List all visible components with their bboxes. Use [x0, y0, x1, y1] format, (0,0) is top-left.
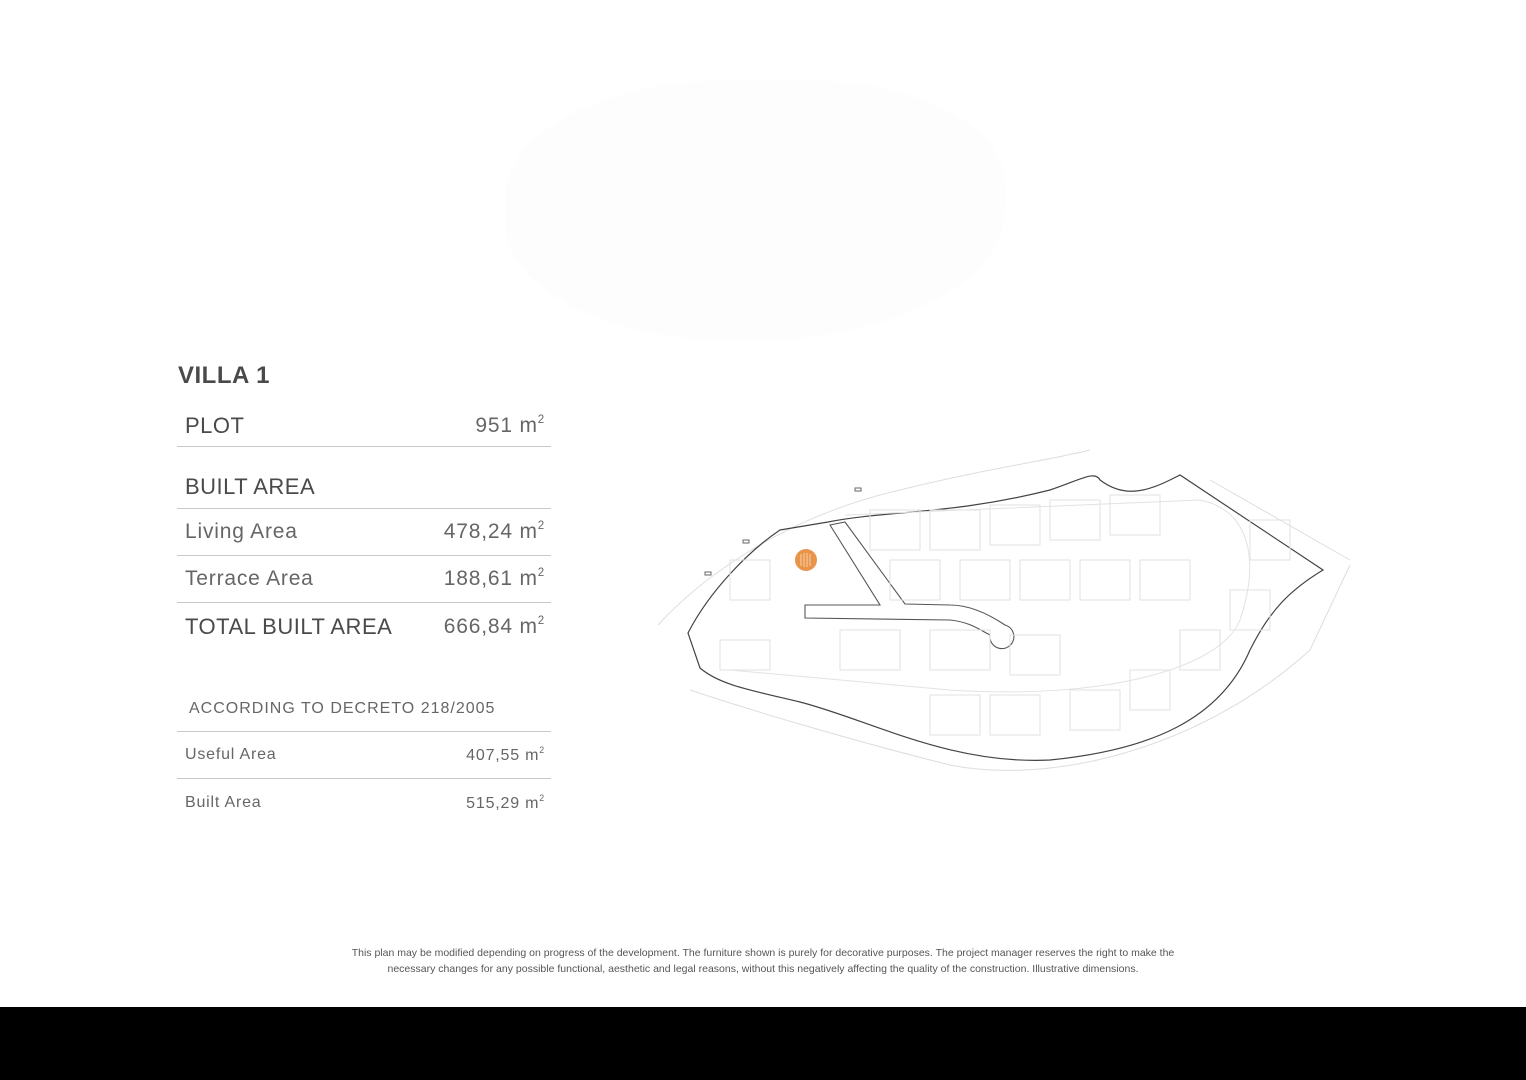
- built-area-heading: BUILT AREA: [185, 474, 316, 499]
- terrace-area-value: 188,61 m2: [443, 566, 545, 591]
- background-shape: [505, 80, 1005, 340]
- plot-label: PLOT: [185, 413, 245, 438]
- useful-area-value: 407,55 m2: [466, 744, 545, 765]
- terrace-area-row: Terrace Area 188,61 m2: [177, 556, 551, 603]
- villa-1-marker: [795, 549, 817, 571]
- divider: [177, 731, 551, 732]
- site-boundary: [687, 474, 1325, 761]
- living-area-row: Living Area 478,24 m2: [177, 509, 551, 556]
- useful-area-label: Useful Area: [185, 746, 277, 763]
- road: [804, 521, 1015, 650]
- total-built-area-value: 666,84 m2: [443, 614, 545, 639]
- terrace-area-label: Terrace Area: [185, 567, 314, 590]
- total-built-area-label: TOTAL BUILT AREA: [185, 614, 393, 639]
- built-area-decreto-row: Built Area 515,29 m2: [177, 779, 551, 827]
- living-area-value: 478,24 m2: [443, 519, 545, 544]
- disclaimer: This plan may be modified depending on p…: [300, 945, 1226, 977]
- plot-row: PLOT 951 m2: [177, 406, 551, 447]
- bottom-bar: [0, 1007, 1526, 1080]
- plots: [719, 494, 1291, 736]
- villa-title: VILLA 1: [178, 362, 270, 389]
- decreto-heading: ACCORDING TO DECRETO 218/2005: [189, 700, 496, 717]
- built-area-decreto-label: Built Area: [185, 794, 262, 811]
- disclaimer-line-1: This plan may be modified depending on p…: [351, 947, 1175, 959]
- site-plan-map: [657, 449, 1351, 771]
- living-area-label: Living Area: [185, 520, 298, 543]
- disclaimer-line-2: necessary changes for any possible funct…: [387, 963, 1139, 975]
- useful-area-row: Useful Area 407,55 m2: [177, 732, 551, 779]
- built-area-decreto-value: 515,29 m2: [466, 792, 545, 813]
- built-area-heading-row: BUILT AREA: [177, 466, 551, 509]
- total-built-area-row: TOTAL BUILT AREA 666,84 m2: [177, 603, 551, 651]
- plot-value: 951 m2: [475, 413, 545, 438]
